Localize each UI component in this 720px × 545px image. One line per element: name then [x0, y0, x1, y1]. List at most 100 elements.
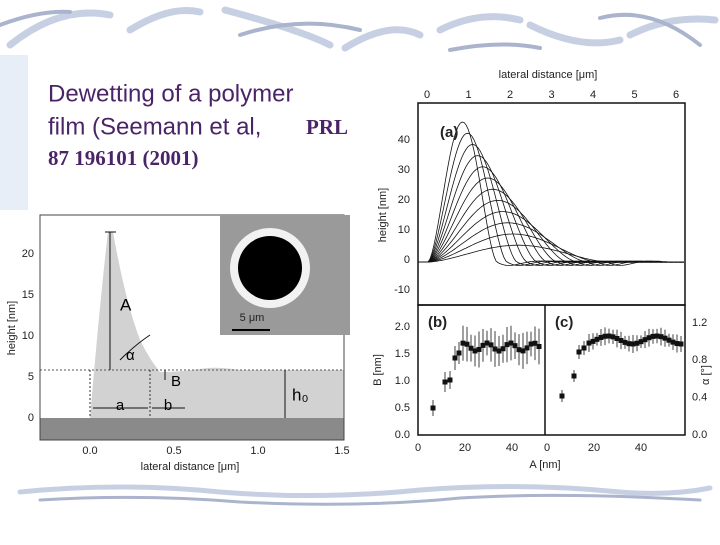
- rim-profile: [40, 232, 344, 418]
- point: [492, 346, 498, 352]
- point: [638, 339, 644, 345]
- point: [532, 340, 538, 346]
- panel-label: (b): [428, 314, 447, 331]
- annotation: B: [171, 373, 181, 390]
- point: [610, 334, 616, 340]
- tick-label: 1.2: [692, 317, 707, 329]
- point: [468, 345, 474, 351]
- tick-label: 6: [673, 89, 679, 101]
- y-axis-label: height [nm]: [377, 188, 389, 242]
- point: [650, 333, 656, 339]
- annotation: α: [126, 347, 135, 364]
- point: [442, 379, 448, 385]
- top-swooshes: [0, 6, 719, 52]
- point: [634, 340, 640, 346]
- profile-curve: [418, 233, 685, 266]
- point: [614, 335, 620, 341]
- x-axis-label: lateral distance [μm]: [141, 461, 240, 473]
- point: [520, 348, 526, 354]
- tick-label: 0: [404, 254, 410, 266]
- point: [662, 335, 668, 341]
- point: [654, 333, 660, 339]
- y-axis-label: height [nm]: [6, 301, 18, 355]
- point: [559, 393, 565, 399]
- profile-curve: [418, 244, 684, 266]
- point: [642, 337, 648, 343]
- tick-label: 40: [635, 442, 647, 454]
- tick-label: 5: [631, 89, 637, 101]
- y-axis-label: B [nm]: [372, 354, 384, 386]
- tick-label: 15: [22, 289, 34, 301]
- point: [484, 340, 490, 346]
- tick-label: 0.0: [82, 445, 97, 457]
- panel-bc-frame: [417, 304, 686, 436]
- title-line: Dewetting of a polymer: [48, 80, 293, 107]
- point: [488, 342, 494, 348]
- tick-label: 0.5: [166, 445, 181, 457]
- point: [508, 340, 514, 346]
- tick-label: 0.8: [692, 354, 707, 366]
- tick-label: 20: [459, 442, 471, 454]
- point: [602, 333, 608, 339]
- right-figure: lateral distance [μm] (a) (b) (c) height…: [366, 62, 712, 471]
- top-x-axis-label: lateral distance [μm]: [499, 69, 598, 81]
- tick-label: 2: [507, 89, 513, 101]
- tick-label: 0: [544, 442, 550, 454]
- error-points: [430, 325, 684, 416]
- annotation: A: [120, 295, 132, 314]
- point: [460, 340, 466, 346]
- tick-label: 1: [465, 89, 471, 101]
- point: [626, 341, 632, 347]
- tick-label: 10: [398, 224, 410, 236]
- point: [618, 337, 624, 343]
- point: [576, 349, 582, 355]
- tick-label: 1.0: [250, 445, 265, 457]
- point: [670, 339, 676, 345]
- angle-arc: [119, 334, 151, 361]
- point: [504, 342, 510, 348]
- point: [630, 341, 636, 347]
- left-figure: 5 μm A α B a b h₀ lateral distance [μm] …: [0, 210, 356, 478]
- annotation: b: [164, 397, 172, 414]
- point: [524, 345, 530, 351]
- point: [658, 334, 664, 340]
- point: [590, 338, 596, 344]
- point: [536, 344, 542, 350]
- tick-label: 0.5: [395, 402, 410, 414]
- tick-label: 30: [398, 164, 410, 176]
- tick-label: 3: [548, 89, 554, 101]
- tick-label: 1.0: [395, 375, 410, 387]
- tick-label: -10: [394, 284, 410, 296]
- point: [606, 333, 612, 339]
- point: [447, 377, 453, 383]
- point: [674, 341, 680, 347]
- point: [528, 341, 534, 347]
- point: [646, 335, 652, 341]
- tick-label: 0: [415, 442, 421, 454]
- point: [480, 342, 486, 348]
- point: [472, 348, 478, 354]
- point: [500, 346, 506, 352]
- tick-label: 2.0: [395, 321, 410, 333]
- x-axis-label: A [nm]: [529, 459, 560, 471]
- point: [586, 340, 592, 346]
- tick-label: 1.5: [334, 445, 349, 457]
- y-axis-label: α [°]: [700, 365, 712, 385]
- bottom-swooshes: [17, 483, 713, 506]
- point: [622, 339, 628, 345]
- tick-label: 4: [590, 89, 596, 101]
- point: [476, 346, 482, 352]
- inset-scale: 5 μm: [240, 312, 265, 324]
- tick-label: 40: [398, 134, 410, 146]
- tick-label: 5: [28, 371, 34, 383]
- tick-label: 10: [22, 330, 34, 342]
- point: [516, 347, 522, 353]
- point: [496, 348, 502, 354]
- point: [464, 341, 470, 347]
- panel-label: (c): [555, 314, 573, 331]
- tick-label: 0.0: [692, 429, 707, 441]
- tick-label: 20: [22, 248, 34, 260]
- point: [666, 337, 672, 343]
